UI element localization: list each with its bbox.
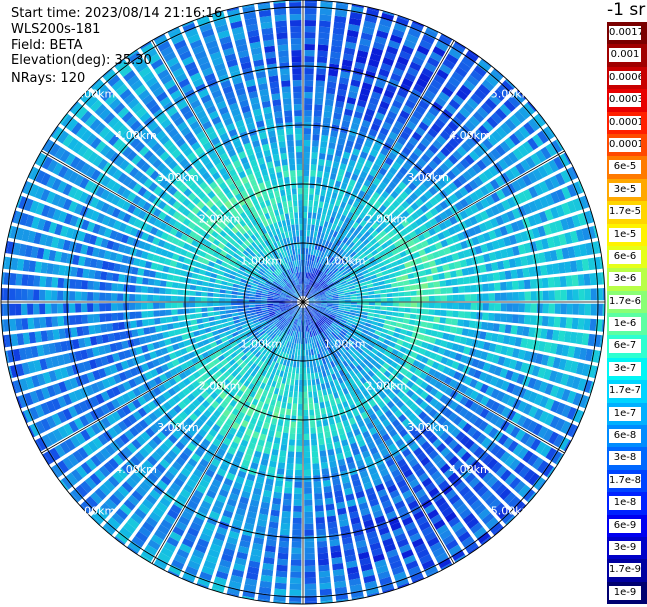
colorbar-swatch: 6e-6	[607, 245, 647, 269]
range-ring-grid	[0, 0, 606, 605]
colorbar-swatch: 3e-7	[607, 357, 647, 381]
colorbar-tick-label: 6e-6	[609, 249, 641, 264]
colorbar-tick-label: 1e-8	[609, 496, 641, 511]
range-ring-label: 1.00km	[324, 338, 366, 351]
colorbar-swatch: 1.7e-5	[607, 201, 647, 224]
range-ring-label: 2.00km	[199, 379, 241, 392]
colorbar-swatch: 3e-6	[607, 268, 647, 291]
colorbar-tick-label: 0.0001	[609, 137, 641, 152]
ppi-scan-plot: 1.00km 1.00km 1.00km 1.00km 2.00km 2.00km 2.00…	[0, 0, 606, 605]
colorbar-swatch: 0.0006	[607, 66, 647, 90]
range-ring-label: 2.00km	[366, 213, 408, 226]
range-ring-labels: 1.00km 1.00km 1.00km 1.00km 2.00km 2.00km 2.00…	[74, 87, 533, 517]
range-ring-label: 4.00km	[449, 463, 491, 476]
colorbar-swatch: 1e-8	[607, 492, 647, 515]
range-ring-label: 3.00km	[157, 421, 199, 434]
colorbar-swatch: 1.7e-8	[607, 469, 647, 493]
range-ring-label: 3.00km	[157, 171, 199, 184]
colorbar-swatch: 0.0017	[607, 22, 647, 45]
colorbar-tick-label: 3e-7	[609, 361, 641, 376]
colorbar-tick-label: 1.7e-9	[609, 563, 641, 578]
range-ring-label: 1.00km	[241, 338, 283, 351]
colorbar-swatch: 0.0001	[607, 133, 647, 157]
colorbar-tick-label: 6e-8	[609, 429, 641, 444]
range-ring-label: 1.00km	[324, 254, 366, 267]
colorbar-tick-label: 0.0003	[609, 93, 641, 108]
range-ring-label: 4.00km	[115, 463, 157, 476]
range-ring-label: 2.00km	[366, 379, 408, 392]
range-ring-label: 5.00km	[74, 87, 116, 100]
colorbar-tick-label: 3e-5	[609, 182, 641, 197]
colorbar-tick-label: 1.7e-8	[609, 473, 641, 488]
colorbar-tick-label: 1.7e-7	[609, 384, 641, 399]
range-ring-label: 2.00km	[199, 213, 241, 226]
colorbar-swatch: 1e-7	[607, 402, 647, 426]
colorbar-swatch: 0.001	[607, 44, 647, 67]
nrays-text: NRays: 120	[11, 71, 86, 86]
colorbar-tick-label: 1e-7	[609, 406, 641, 421]
range-ring-label: 4.00km	[115, 129, 157, 142]
colorbar-tick-label: 3e-9	[609, 540, 641, 555]
colorbar-tick-label: 6e-5	[609, 160, 641, 175]
colorbar-tick-label: 1.7e-5	[609, 205, 641, 220]
colorbar-tick-label: 1.7e-6	[609, 294, 641, 309]
colorbar-tick-label: 0.0017	[609, 26, 641, 40]
colorbar-tick-label: 6e-7	[609, 339, 641, 354]
colorbar-tick-label: 0.00017	[609, 115, 641, 130]
range-ring-label: 3.00km	[407, 171, 449, 184]
colorbar-tick-label: 3e-8	[609, 451, 641, 466]
range-ring-label: 5.00km	[74, 505, 116, 518]
colorbar-swatch: 0.00017	[607, 111, 647, 134]
colorbar-swatch: 6e-8	[607, 425, 647, 448]
range-ring-label: 5.00km	[491, 87, 533, 100]
range-ring-label: 4.00km	[449, 129, 491, 142]
colorbar-swatch: 6e-9	[607, 514, 647, 537]
field-name-text: Field: BETA	[11, 38, 83, 53]
colorbar-tick-label: 0.001	[609, 48, 641, 63]
azimuth-spoke	[41, 150, 565, 454]
colorbar-swatch: 1.7e-9	[607, 559, 647, 582]
colorbar-tick-label: 6e-9	[609, 518, 641, 533]
colorbar-tick-label: 1e-6	[609, 317, 641, 332]
elevation-text: Elevation(deg): 35.30	[11, 53, 152, 68]
colorbar-tick-label: 1e-5	[609, 227, 641, 242]
colorbar-swatch: 1e-9	[607, 581, 647, 605]
colorbar-swatch: 6e-7	[607, 335, 647, 358]
instrument-name-text: WLS200s-181	[11, 22, 101, 37]
colorbar: 0.0017 0.001 0.0006 0.0003 0.00017 0.0001 6e-5…	[607, 22, 647, 605]
colorbar-swatch: 3e-9	[607, 536, 647, 560]
colorbar-swatch: 1e-5	[607, 223, 647, 246]
colorbar-tick-label: 3e-6	[609, 272, 641, 287]
ray-gates	[1, 0, 605, 604]
colorbar-swatch: 0.0003	[607, 89, 647, 112]
colorbar-tick-label: 1e-9	[609, 585, 641, 600]
colorbar-swatch: 6e-5	[607, 156, 647, 179]
colorbar-tick-label: 0.0006	[609, 70, 641, 85]
start-time-text: Start time: 2023/08/14 21:16:16	[11, 6, 223, 21]
colorbar-swatch: 1.7e-6	[607, 290, 647, 314]
range-ring-label: 1.00km	[241, 254, 283, 267]
range-ring-label: 5.00km	[491, 505, 533, 518]
colorbar-swatch: 3e-5	[607, 178, 647, 202]
colorbar-swatch: 3e-8	[607, 447, 647, 470]
colorbar-swatch: 1.7e-7	[607, 380, 647, 403]
range-ring-label: 3.00km	[407, 421, 449, 434]
colorbar-unit-label: -1 sr	[607, 0, 646, 20]
colorbar-swatch: 1e-6	[607, 313, 647, 336]
